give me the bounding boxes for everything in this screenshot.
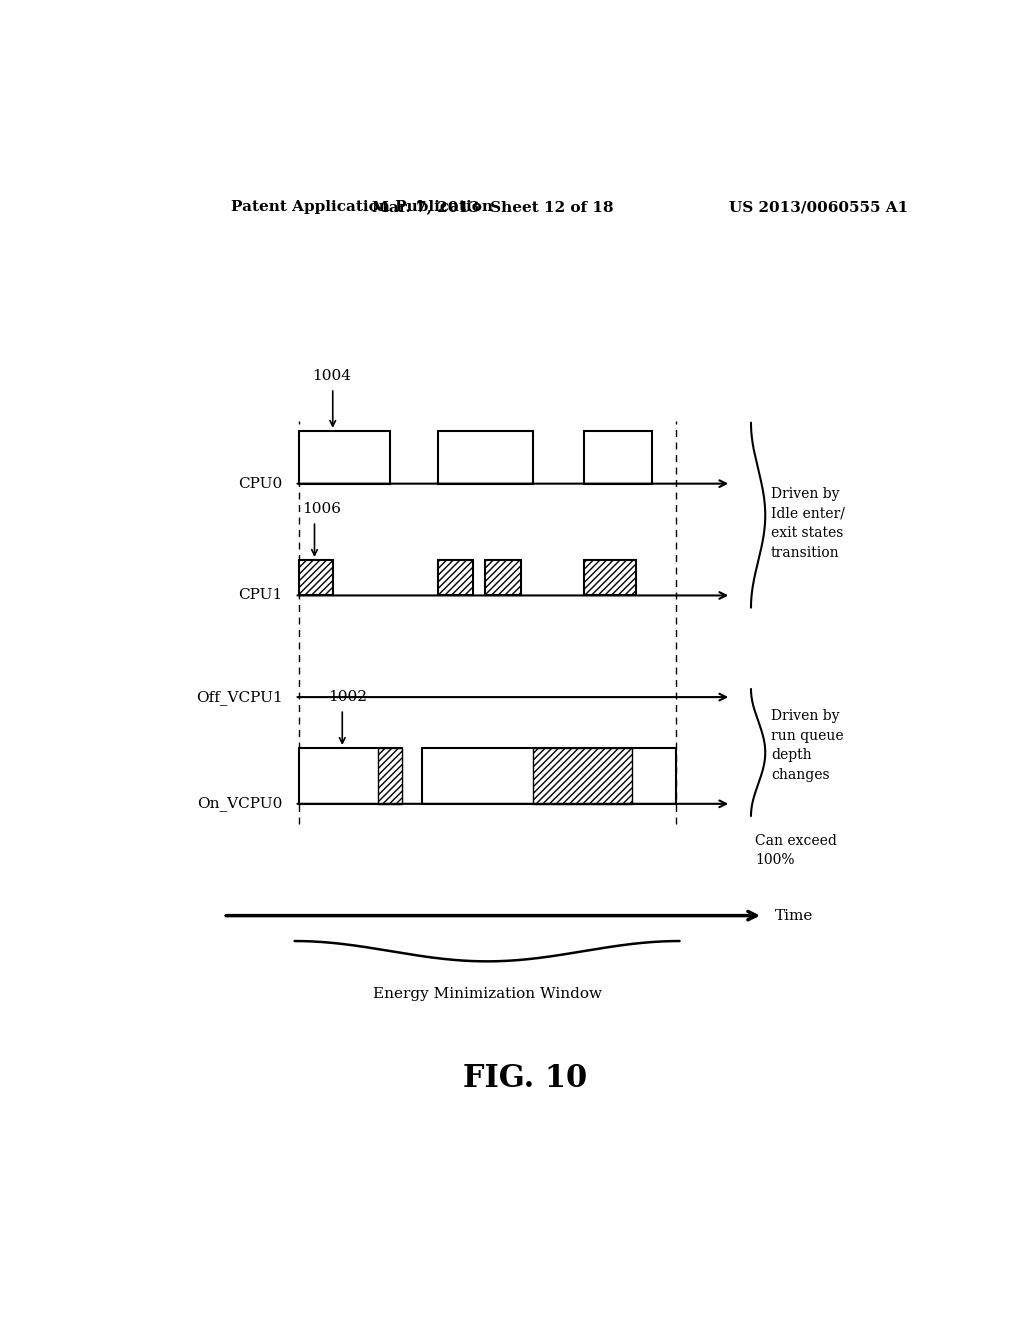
Text: 1004: 1004 bbox=[312, 370, 351, 383]
Bar bbox=[299, 748, 401, 804]
Bar bbox=[422, 748, 676, 804]
Bar bbox=[585, 560, 636, 595]
Bar bbox=[585, 430, 651, 483]
Text: Driven by
Idle enter/
exit states
transition: Driven by Idle enter/ exit states transi… bbox=[771, 487, 845, 560]
Bar bbox=[299, 430, 390, 483]
Text: CPU1: CPU1 bbox=[239, 589, 283, 602]
Text: Mar. 7, 2013  Sheet 12 of 18: Mar. 7, 2013 Sheet 12 of 18 bbox=[373, 201, 613, 214]
Bar bbox=[532, 748, 632, 804]
Text: 1006: 1006 bbox=[303, 502, 342, 516]
Bar bbox=[378, 748, 401, 804]
Bar bbox=[437, 430, 532, 483]
Text: Energy Minimization Window: Energy Minimization Window bbox=[373, 987, 602, 1001]
Text: Time: Time bbox=[775, 908, 813, 923]
Text: 1002: 1002 bbox=[328, 690, 367, 704]
Text: Patent Application Publication: Patent Application Publication bbox=[231, 201, 494, 214]
Bar bbox=[299, 560, 333, 595]
Text: FIG. 10: FIG. 10 bbox=[463, 1063, 587, 1094]
Text: On_VCPU0: On_VCPU0 bbox=[198, 796, 283, 812]
Bar bbox=[437, 560, 473, 595]
Bar bbox=[485, 560, 521, 595]
Text: US 2013/0060555 A1: US 2013/0060555 A1 bbox=[729, 201, 908, 214]
Text: Driven by
run queue
depth
changes: Driven by run queue depth changes bbox=[771, 709, 844, 781]
Text: CPU0: CPU0 bbox=[239, 477, 283, 491]
Text: Off_VCPU1: Off_VCPU1 bbox=[196, 689, 283, 705]
Text: Can exceed
100%: Can exceed 100% bbox=[755, 834, 837, 867]
